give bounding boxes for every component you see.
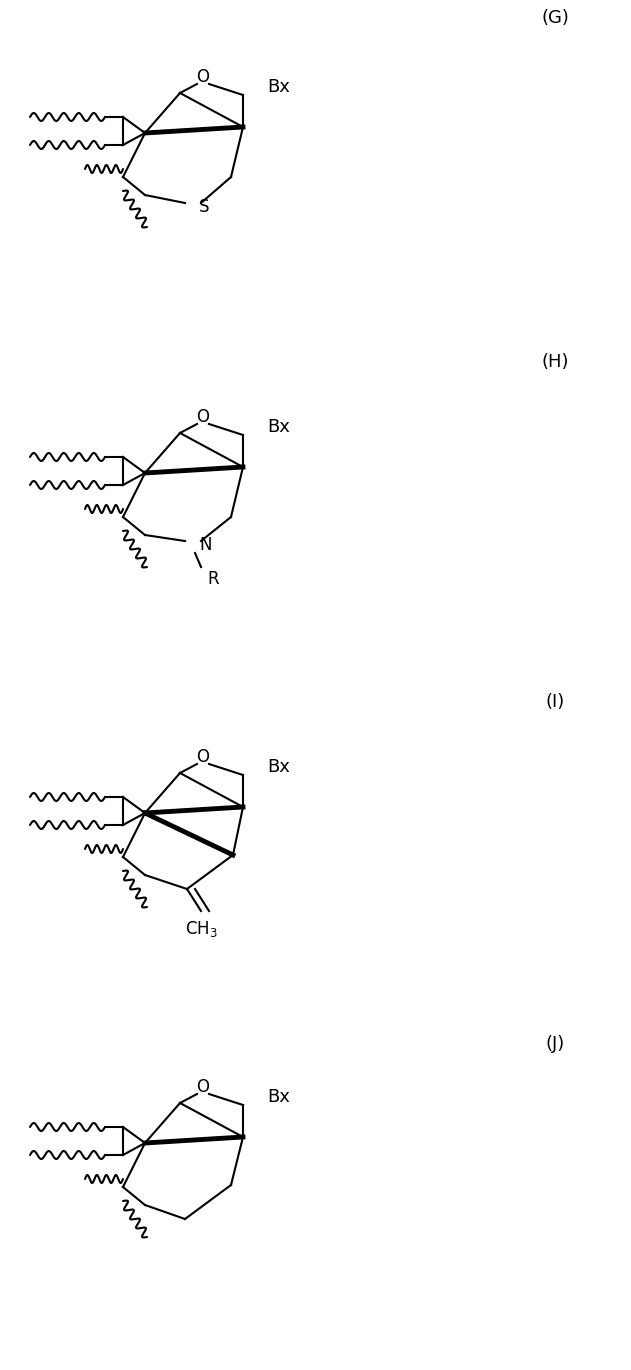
Text: O: O — [196, 408, 209, 426]
Text: O: O — [196, 748, 209, 766]
Text: O: O — [196, 68, 209, 86]
Text: (J): (J) — [545, 1034, 565, 1054]
Text: N: N — [199, 536, 211, 553]
Text: (I): (I) — [545, 693, 565, 711]
Text: (H): (H) — [541, 353, 569, 371]
Text: Bx: Bx — [267, 758, 290, 775]
Text: Bx: Bx — [267, 1088, 290, 1106]
Text: Bx: Bx — [267, 418, 290, 436]
Text: S: S — [199, 199, 209, 216]
Text: (G): (G) — [541, 10, 569, 27]
Text: O: O — [196, 1078, 209, 1096]
Text: CH$_3$: CH$_3$ — [185, 919, 218, 938]
Text: R: R — [207, 570, 218, 588]
Text: Bx: Bx — [267, 78, 290, 96]
